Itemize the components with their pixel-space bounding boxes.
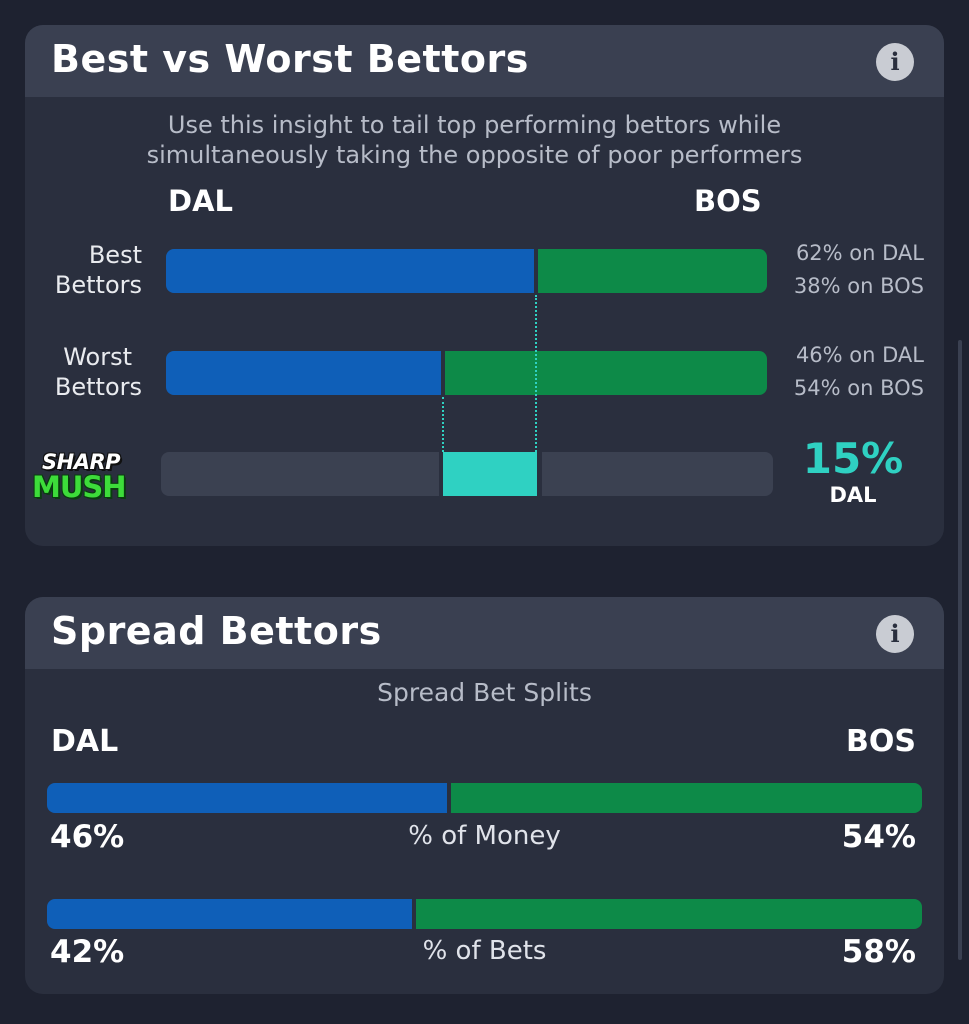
difference-percent: 15% — [802, 434, 904, 483]
bets-dal-segment — [47, 899, 412, 929]
money-dal-percent: 46% — [50, 819, 125, 855]
best-worst-title: Best vs Worst Bettors — [51, 37, 529, 81]
team-right-label: BOS — [694, 184, 762, 218]
best-bettors-note-bos: 38% on BOS — [793, 274, 924, 298]
logo-text-mush: MUSH — [32, 470, 127, 504]
info-icon[interactable]: i — [876, 615, 914, 653]
worst-bettors-split-line — [442, 397, 444, 452]
bets-split-bar — [47, 899, 922, 929]
bar-divider — [534, 249, 538, 293]
best-bettors-label-line1: Best — [88, 241, 142, 269]
worst-bettors-label-line2: Bettors — [54, 373, 142, 401]
sharp-mush-logo: SHARP MUSH — [32, 450, 150, 512]
best-bettors-dal-segment — [166, 249, 534, 293]
spread-bettors-card: Spread Bettors i Spread Bet Splits DAL B… — [25, 597, 944, 994]
best-worst-subtitle-line1: Use this insight to tail top performing … — [167, 111, 782, 139]
best-bettors-split-line — [535, 295, 537, 452]
best-worst-header: Best vs Worst Bettors i — [25, 25, 944, 97]
bets-bos-segment — [416, 899, 922, 929]
page-scrollbar[interactable] — [958, 340, 962, 960]
best-bettors-note-dal: 62% on DAL — [795, 241, 924, 265]
logo-text-sharp: SHARP — [42, 450, 121, 474]
worst-bettors-bos-segment — [445, 351, 767, 395]
money-dal-segment — [47, 783, 447, 813]
money-label: % of Money — [408, 821, 561, 851]
spread-bettors-title: Spread Bettors — [51, 609, 382, 653]
best-bettors-label-line2: Bettors — [54, 271, 142, 299]
best-bettors-bar — [166, 249, 767, 293]
money-bos-percent: 54% — [841, 819, 916, 855]
spread-bettors-header: Spread Bettors i — [25, 597, 944, 669]
info-icon[interactable]: i — [876, 43, 914, 81]
best-worst-subtitle-line2: simultaneously taking the opposite of po… — [146, 141, 803, 169]
money-split-bar — [47, 783, 922, 813]
bets-dal-percent: 42% — [50, 934, 125, 970]
team-left-label: DAL — [168, 184, 233, 218]
money-bos-segment — [451, 783, 922, 813]
worst-bettors-dal-segment — [166, 351, 441, 395]
worst-bettors-note-dal: 46% on DAL — [795, 343, 924, 367]
worst-bettors-note-bos: 54% on BOS — [793, 376, 924, 400]
spread-team-right: BOS — [846, 724, 916, 759]
bar-divider — [412, 899, 416, 929]
spread-team-left: DAL — [51, 724, 119, 759]
worst-bettors-bar — [166, 351, 767, 395]
difference-team: DAL — [829, 483, 877, 507]
bar-divider — [447, 783, 451, 813]
bets-label: % of Bets — [422, 936, 547, 966]
spread-subtitle: Spread Bet Splits — [377, 678, 592, 707]
bets-bos-percent: 58% — [841, 934, 916, 970]
bar-divider — [441, 351, 445, 395]
best-bettors-bos-segment — [538, 249, 767, 293]
difference-track-right — [542, 452, 773, 496]
difference-track-left — [161, 452, 439, 496]
worst-bettors-label-line1: Worst — [63, 343, 132, 371]
difference-fill — [443, 452, 537, 496]
